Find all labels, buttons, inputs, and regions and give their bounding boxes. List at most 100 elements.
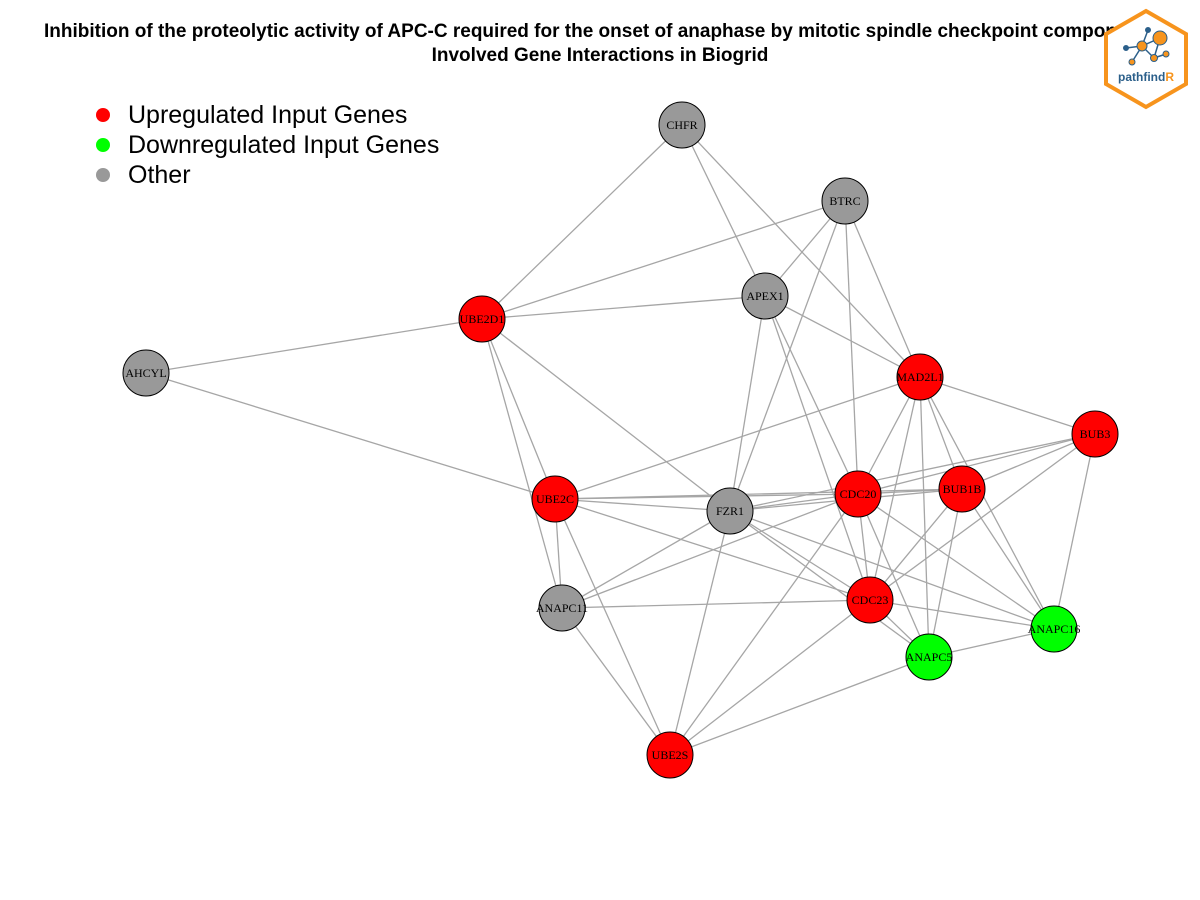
legend-item-downregulated: Downregulated Input Genes bbox=[96, 130, 439, 160]
node-label-fzr1: FZR1 bbox=[716, 504, 744, 518]
logo-text-accent: R bbox=[1165, 70, 1174, 84]
edge-ube2d1-anapc11 bbox=[481, 318, 563, 609]
legend-dot-downregulated bbox=[96, 138, 110, 152]
title-line-2: Involved Gene Interactions in Biogrid bbox=[431, 45, 769, 66]
node-label-bub1b: BUB1B bbox=[943, 482, 982, 496]
edge-cdc20-anapc11 bbox=[561, 493, 859, 609]
edge-cdc20-anapc16 bbox=[857, 493, 1055, 630]
node-label-cdc20: CDC20 bbox=[840, 487, 877, 501]
node-cdc23[interactable]: CDC23 bbox=[846, 576, 894, 624]
edge-fzr1-anapc11 bbox=[561, 510, 731, 609]
edge-ube2d1-fzr1 bbox=[481, 318, 731, 512]
node-bub1b[interactable]: BUB1B bbox=[938, 465, 986, 513]
edge-mad2l1-cdc23 bbox=[869, 376, 921, 601]
edge-mad2l1-anapc5 bbox=[919, 376, 930, 658]
legend-label-other: Other bbox=[128, 160, 191, 189]
node-cdc20[interactable]: CDC20 bbox=[834, 470, 882, 518]
node-apex1[interactable]: APEX1 bbox=[741, 272, 789, 320]
edge-chfr-ube2d1 bbox=[481, 124, 683, 320]
pathfindr-logo: pathfindR bbox=[1104, 8, 1188, 110]
node-anapc5[interactable]: ANAPC5 bbox=[905, 633, 953, 681]
node-circle-ahcyl[interactable] bbox=[122, 349, 170, 397]
edge-cdc23-anapc16 bbox=[869, 599, 1055, 630]
node-circle-bub3[interactable] bbox=[1071, 410, 1119, 458]
node-ube2c[interactable]: UBE2C bbox=[531, 475, 579, 523]
node-label-chfr: CHFR bbox=[666, 118, 697, 132]
node-circle-chfr[interactable] bbox=[658, 101, 706, 149]
logo-network-nodes bbox=[1123, 27, 1170, 66]
logo-hexagon bbox=[1104, 8, 1188, 110]
node-circle-ube2s[interactable] bbox=[646, 731, 694, 779]
edge-anapc11-cdc23 bbox=[561, 599, 871, 609]
legend-label-upregulated: Upregulated Input Genes bbox=[128, 100, 408, 129]
edge-bub3-cdc20 bbox=[857, 433, 1096, 495]
node-anapc16[interactable]: ANAPC16 bbox=[1028, 605, 1081, 653]
edge-ube2c-ube2s bbox=[554, 498, 671, 756]
legend-dot-other bbox=[96, 168, 110, 182]
node-ube2d1[interactable]: UBE2D1 bbox=[458, 295, 506, 343]
edge-chfr-mad2l1 bbox=[681, 124, 921, 378]
edge-bub3-cdc23 bbox=[869, 433, 1096, 601]
node-label-ahcyl: AHCYL bbox=[125, 366, 166, 380]
node-circle-anapc11[interactable] bbox=[538, 584, 586, 632]
node-chfr[interactable]: CHFR bbox=[658, 101, 706, 149]
diagram-title: Inhibition of the proteolytic activity o… bbox=[0, 20, 1200, 68]
legend: Upregulated Input Genes Downregulated In… bbox=[96, 100, 439, 190]
node-label-ube2s: UBE2S bbox=[652, 748, 689, 762]
node-mad2l1[interactable]: MAD2L1 bbox=[896, 353, 944, 401]
node-circle-bub1b[interactable] bbox=[938, 465, 986, 513]
node-circle-apex1[interactable] bbox=[741, 272, 789, 320]
node-circle-btrc[interactable] bbox=[821, 177, 869, 225]
edge-bub3-anapc16 bbox=[1053, 433, 1096, 630]
edge-ube2c-fzr1 bbox=[554, 498, 731, 512]
node-fzr1[interactable]: FZR1 bbox=[706, 487, 754, 535]
edge-apex1-fzr1 bbox=[729, 295, 766, 512]
edge-ube2d1-ahcyl bbox=[145, 318, 483, 374]
edge-bub1b-anapc16 bbox=[961, 488, 1055, 630]
node-ahcyl[interactable]: AHCYL bbox=[122, 349, 170, 397]
node-anapc11[interactable]: ANAPC11 bbox=[536, 584, 588, 632]
node-circle-cdc20[interactable] bbox=[834, 470, 882, 518]
edge-fzr1-anapc5 bbox=[729, 510, 930, 658]
node-ube2s[interactable]: UBE2S bbox=[646, 731, 694, 779]
edge-mad2l1-anapc16 bbox=[919, 376, 1055, 630]
node-circle-anapc5[interactable] bbox=[905, 633, 953, 681]
edge-cdc20-anapc5 bbox=[857, 493, 930, 658]
node-circle-cdc23[interactable] bbox=[846, 576, 894, 624]
logo-text: pathfindR bbox=[1118, 70, 1174, 84]
node-bub3[interactable]: BUB3 bbox=[1071, 410, 1119, 458]
legend-item-other: Other bbox=[96, 160, 439, 190]
node-circle-anapc16[interactable] bbox=[1030, 605, 1078, 653]
node-label-bub3: BUB3 bbox=[1080, 427, 1111, 441]
node-label-anapc5: ANAPC5 bbox=[906, 650, 953, 664]
node-circle-fzr1[interactable] bbox=[706, 487, 754, 535]
legend-label-downregulated: Downregulated Input Genes bbox=[128, 130, 440, 159]
edge-ube2c-bub1b bbox=[554, 488, 963, 500]
edge-anapc11-ube2s bbox=[561, 607, 671, 756]
edge-mad2l1-bub3 bbox=[919, 376, 1096, 435]
edge-bub3-fzr1 bbox=[729, 433, 1096, 512]
legend-dot-upregulated bbox=[96, 108, 110, 122]
edge-cdc23-ube2s bbox=[669, 599, 871, 756]
edge-apex1-cdc20 bbox=[764, 295, 859, 495]
node-label-mad2l1: MAD2L1 bbox=[896, 370, 943, 384]
node-circle-ube2c[interactable] bbox=[531, 475, 579, 523]
edge-apex1-mad2l1 bbox=[764, 295, 921, 378]
title-line-1: Inhibition of the proteolytic activity o… bbox=[44, 21, 1156, 42]
edge-apex1-cdc23 bbox=[764, 295, 871, 601]
edge-ube2d1-ube2c bbox=[481, 318, 556, 500]
edge-btrc-mad2l1 bbox=[844, 200, 921, 378]
node-layer: CHFR BTRC APEX1 UBE2D1 AHCYL MAD2L1 BUB3 UBE2C F… bbox=[122, 101, 1119, 779]
edge-fzr1-ube2s bbox=[669, 510, 731, 756]
edge-btrc-cdc20 bbox=[844, 200, 859, 495]
edge-fzr1-cdc23 bbox=[729, 510, 871, 601]
edge-bub1b-cdc23 bbox=[869, 488, 963, 601]
node-btrc[interactable]: BTRC bbox=[821, 177, 869, 225]
node-circle-mad2l1[interactable] bbox=[896, 353, 944, 401]
node-circle-ube2d1[interactable] bbox=[458, 295, 506, 343]
node-label-anapc11: ANAPC11 bbox=[536, 601, 588, 615]
edge-layer bbox=[145, 124, 1096, 756]
edge-btrc-fzr1 bbox=[729, 200, 846, 512]
edge-ube2d1-apex1 bbox=[481, 295, 766, 320]
